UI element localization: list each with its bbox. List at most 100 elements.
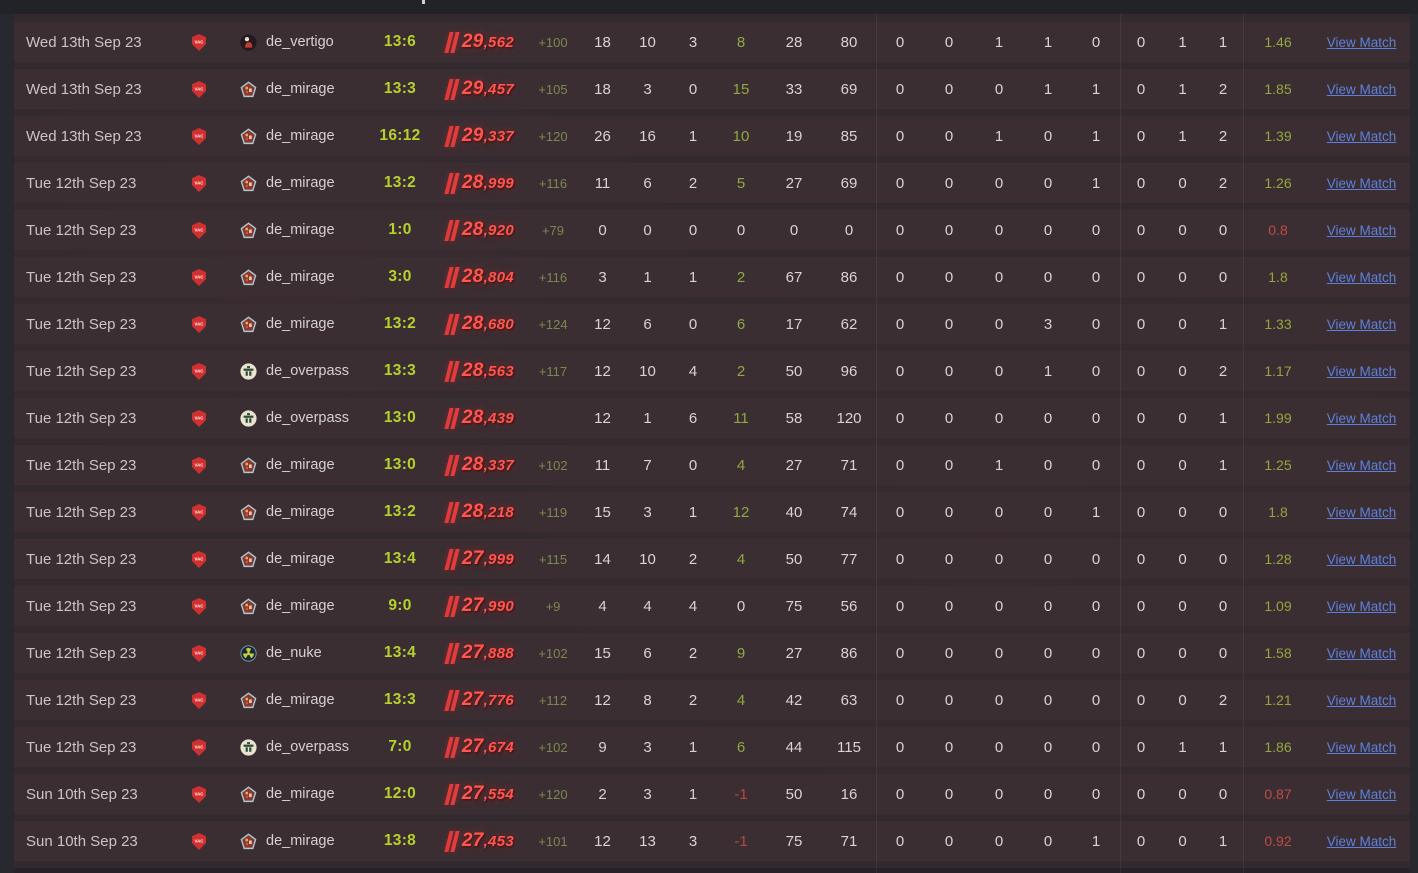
- view-match-link[interactable]: View Match: [1326, 128, 1397, 144]
- multikill-stat-3: 0: [1218, 785, 1228, 803]
- column-divider: [1243, 14, 1244, 873]
- clutch-stat-3: 1: [994, 33, 1004, 51]
- multikill-stat-3: 1: [1218, 832, 1228, 850]
- clutch-stat-2: 0: [944, 268, 954, 286]
- multikill-stat-2: 1: [1178, 80, 1187, 98]
- view-match-link[interactable]: View Match: [1326, 833, 1397, 849]
- view-match-link[interactable]: View Match: [1326, 316, 1397, 332]
- clutch-stat-4: 0: [1043, 456, 1053, 474]
- stat-adr: 77: [840, 550, 858, 568]
- vac-badge-icon: VAC: [184, 116, 214, 156]
- clutch-stat-5: 0: [1091, 362, 1101, 380]
- clutch-stat-1: 0: [895, 832, 905, 850]
- stat-plus-minus: 0: [736, 597, 746, 615]
- clutch-stat-5: 0: [1091, 409, 1101, 427]
- view-match-link[interactable]: View Match: [1326, 222, 1397, 238]
- view-match-link[interactable]: View Match: [1326, 739, 1397, 755]
- multikill-stat-3: 2: [1218, 362, 1228, 380]
- stat-plus-minus: 10: [732, 127, 750, 145]
- view-match-link[interactable]: View Match: [1326, 81, 1397, 97]
- stat-kills: 4: [598, 597, 607, 615]
- view-match-cell: View Match: [1313, 257, 1410, 297]
- rating-change: +124: [538, 316, 568, 332]
- vac-badge-icon: VAC: [184, 257, 214, 297]
- view-match-link[interactable]: View Match: [1326, 34, 1397, 50]
- multikill-stat-2: 1: [1178, 738, 1187, 756]
- stat-plus-minus: 15: [732, 80, 750, 98]
- view-match-link[interactable]: View Match: [1326, 504, 1397, 520]
- match-row: Tue 12th Sep 23 VAC de_mirage 13:0 28,337 +10…: [14, 445, 1410, 485]
- match-rating: 1.39: [1264, 128, 1292, 144]
- view-match-link[interactable]: View Match: [1326, 598, 1397, 614]
- view-match-link[interactable]: View Match: [1326, 692, 1397, 708]
- match-rows: Wed 13th Sep 23 VAC de_vertigo 13:6 29,562 +1…: [14, 14, 1410, 861]
- multikill-stat-3: 1: [1218, 33, 1228, 51]
- clutch-stat-2: 0: [944, 409, 954, 427]
- rating-change: +120: [538, 786, 568, 802]
- stat-kills: 14: [594, 550, 611, 568]
- match-rating: 0.8: [1268, 222, 1288, 238]
- clutch-stat-1: 0: [895, 174, 905, 192]
- match-rating: 1.28: [1264, 551, 1292, 567]
- view-match-link[interactable]: View Match: [1326, 645, 1397, 661]
- stat-headshot: 17: [785, 315, 803, 333]
- clutch-stat-4: 1: [1043, 362, 1053, 380]
- map-icon: [240, 33, 257, 51]
- stat-headshot: 40: [785, 503, 803, 521]
- view-match-cell: View Match: [1313, 445, 1410, 485]
- vac-badge-icon: VAC: [184, 398, 214, 438]
- stat-headshot: 44: [785, 738, 803, 756]
- view-match-link[interactable]: View Match: [1326, 175, 1397, 191]
- clutch-stat-2: 0: [944, 785, 954, 803]
- map-cell: de_mirage: [214, 257, 368, 297]
- multikill-stat-3: 1: [1218, 456, 1228, 474]
- stat-adr: 80: [840, 33, 858, 51]
- view-match-link[interactable]: View Match: [1326, 410, 1397, 426]
- multikill-stat-1: 0: [1136, 174, 1146, 192]
- match-row: Tue 12th Sep 23 VAC de_mirage 13:2 28,218 +11…: [14, 492, 1410, 532]
- clutch-stat-3: 0: [994, 597, 1004, 615]
- stat-headshot: 42: [785, 691, 803, 709]
- view-match-link[interactable]: View Match: [1326, 363, 1397, 379]
- stat-assists: 2: [688, 550, 698, 568]
- clutch-stat-1: 0: [895, 550, 905, 568]
- multikill-stat-3: 0: [1218, 550, 1228, 568]
- view-match-link[interactable]: View Match: [1326, 269, 1397, 285]
- stat-assists: 0: [688, 456, 698, 474]
- rating-change: +105: [538, 81, 568, 97]
- clutch-stat-5: 0: [1091, 785, 1101, 803]
- stat-deaths: 7: [643, 456, 652, 474]
- rating-change: +79: [541, 222, 565, 238]
- stat-assists: 3: [688, 832, 698, 850]
- clutch-stat-3: 0: [994, 832, 1004, 850]
- stat-plus-minus: 12: [732, 503, 750, 521]
- multikill-stat-2: 0: [1178, 785, 1187, 803]
- stat-kills: 12: [594, 832, 611, 850]
- view-match-link[interactable]: View Match: [1326, 786, 1397, 802]
- premier-rating-badge: 27,674: [432, 727, 526, 767]
- premier-rating-value: 27,888: [461, 642, 514, 663]
- stat-assists: 1: [688, 268, 698, 286]
- premier-rating-badge: 28,337: [432, 445, 526, 485]
- match-date: Tue 12th Sep 23: [26, 268, 137, 286]
- map-icon: [240, 738, 257, 756]
- map-cell: de_mirage: [214, 680, 368, 720]
- clutch-stat-2: 0: [944, 456, 954, 474]
- map-cell: de_mirage: [214, 774, 368, 814]
- view-match-link[interactable]: View Match: [1326, 551, 1397, 567]
- clutch-stat-1: 0: [895, 738, 905, 756]
- clutch-stat-5: 0: [1091, 33, 1101, 51]
- clutch-stat-2: 0: [944, 503, 954, 521]
- stat-plus-minus: 4: [736, 691, 746, 709]
- multikill-stat-1: 0: [1136, 456, 1146, 474]
- map-cell: de_mirage: [214, 492, 368, 532]
- clutch-stat-4: 0: [1043, 832, 1053, 850]
- view-match-link[interactable]: View Match: [1326, 457, 1397, 473]
- clutch-stat-5: 0: [1091, 738, 1101, 756]
- premier-rating-value: 28,680: [461, 313, 514, 334]
- header-text-fragment: [422, 0, 425, 4]
- svg-text:VAC: VAC: [195, 744, 205, 749]
- clutch-stat-2: 0: [944, 644, 954, 662]
- map-name: de_vertigo: [266, 34, 334, 50]
- match-row: Tue 12th Sep 23 VAC de_mirage 13:2 28,999 +11…: [14, 163, 1410, 203]
